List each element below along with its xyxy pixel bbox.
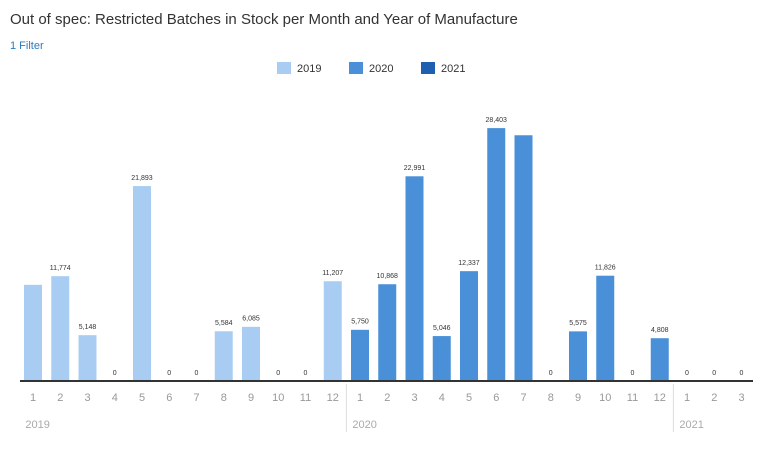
bar: [650, 338, 669, 381]
x-tick-label: 2: [57, 392, 63, 404]
year-label: 2020: [352, 419, 376, 431]
legend-label: 2021: [441, 63, 465, 75]
x-tick-label: 8: [221, 392, 227, 404]
bar: [487, 128, 506, 381]
x-tick-label: 3: [411, 392, 417, 404]
value-label: 4,808: [651, 327, 669, 334]
value-label: 0: [740, 370, 744, 377]
bar: [242, 326, 260, 381]
x-tick-label: 4: [439, 392, 445, 404]
x-tick-label: 12: [327, 392, 339, 404]
value-label: 22,991: [404, 165, 426, 172]
legend-swatch: [277, 62, 291, 74]
bar: [351, 329, 369, 381]
chart-title: Out of spec: Restricted Batches in Stock…: [10, 11, 518, 28]
bar: [460, 271, 478, 381]
x-tick-label: 9: [575, 392, 581, 404]
bar: [214, 331, 233, 381]
bar: [405, 176, 424, 381]
legend-swatch: [349, 62, 363, 74]
bar: [432, 336, 451, 381]
value-label: 6,085: [242, 316, 260, 323]
value-label: 0: [712, 370, 716, 377]
bar: [569, 331, 587, 381]
x-tick-label: 8: [548, 392, 554, 404]
value-label: 21,893: [131, 175, 153, 182]
value-label: 11,207: [322, 270, 343, 277]
year-label: 2019: [25, 419, 49, 431]
value-label: 5,148: [79, 324, 97, 331]
legend-swatch: [421, 62, 435, 74]
x-tick-label: 7: [520, 392, 526, 404]
year-label: 2021: [679, 419, 703, 431]
x-tick-label: 10: [272, 392, 284, 404]
x-tick-label: 11: [627, 392, 638, 404]
x-tick-label: 12: [654, 392, 666, 404]
x-tick-label: 3: [738, 392, 744, 404]
bar: [323, 281, 342, 381]
legend-label: 2019: [297, 63, 321, 75]
x-tick-label: 11: [300, 392, 311, 404]
value-label: 11,774: [50, 265, 71, 272]
value-label: 5,046: [433, 325, 451, 332]
value-label: 0: [549, 370, 553, 377]
x-tick-label: 3: [84, 392, 90, 404]
bar: [78, 335, 97, 381]
value-label: 28,403: [486, 117, 508, 124]
filter-link[interactable]: 1 Filter: [10, 40, 44, 52]
bar: [133, 186, 151, 381]
value-label: 0: [113, 370, 117, 377]
x-tick-label: 2: [711, 392, 717, 404]
x-tick-label: 6: [166, 392, 172, 404]
value-label: 5,584: [215, 320, 233, 327]
value-label: 12,337: [458, 260, 480, 267]
x-tick-label: 1: [30, 392, 36, 404]
value-label: 11,826: [595, 265, 616, 272]
value-label: 10,868: [377, 273, 399, 280]
x-tick-label: 5: [466, 392, 472, 404]
value-label: 5,750: [351, 319, 369, 326]
bar: [51, 276, 70, 381]
value-label: 0: [304, 370, 308, 377]
legend-label: 2020: [369, 63, 393, 75]
bar: [596, 275, 615, 381]
x-tick-label: 5: [139, 392, 145, 404]
value-label: 5,575: [569, 320, 587, 327]
x-tick-label: 1: [684, 392, 690, 404]
x-tick-label: 9: [248, 392, 254, 404]
x-tick-label: 10: [599, 392, 611, 404]
x-tick-label: 2: [384, 392, 390, 404]
value-label: 0: [167, 370, 171, 377]
bar: [378, 284, 397, 381]
value-label: 0: [276, 370, 280, 377]
x-tick-label: 6: [493, 392, 499, 404]
bar: [514, 135, 533, 381]
x-tick-label: 1: [357, 392, 363, 404]
bar: [24, 284, 42, 381]
x-tick-label: 7: [193, 392, 199, 404]
value-label: 0: [685, 370, 689, 377]
value-label: 0: [631, 370, 635, 377]
value-label: 0: [195, 370, 199, 377]
x-tick-label: 4: [112, 392, 118, 404]
